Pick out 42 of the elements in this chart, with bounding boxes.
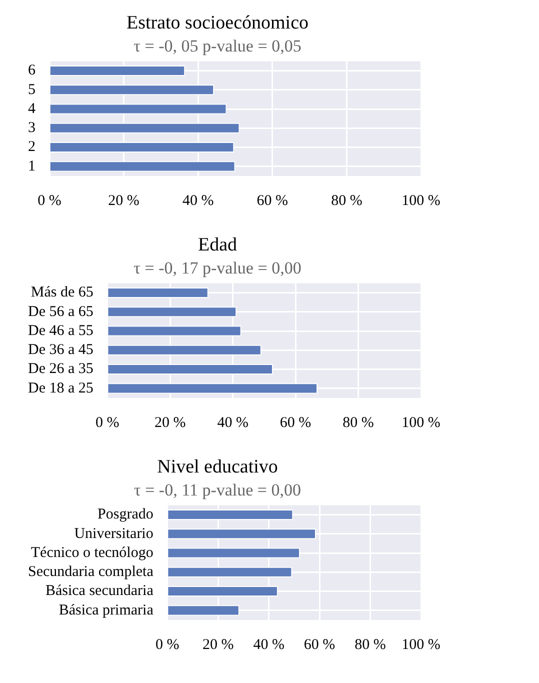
x-tick-label: 100 %	[402, 414, 440, 431]
x-tick-label: 20 %	[154, 414, 186, 431]
chart-subtitle: τ = -0, 17 p-value = 0,00	[134, 258, 302, 278]
chart-title: Edad	[198, 234, 238, 256]
x-tick-label: 60 %	[304, 636, 336, 653]
x-tick-label: 40 %	[217, 414, 248, 431]
y-tick-label: 2	[28, 139, 36, 156]
x-tick-label: 100 %	[402, 636, 440, 653]
y-tick-label: Más de 65	[30, 284, 94, 301]
x-tick-label: 100 %	[402, 192, 440, 209]
y-tick-label: Posgrado	[98, 506, 154, 523]
x-tick-label: 20 %	[202, 636, 234, 653]
x-tick-label: 60 %	[280, 414, 312, 431]
x-tick-label: 80 %	[354, 636, 386, 653]
y-tick-label: 6	[28, 62, 36, 79]
x-tick-label: 80 %	[342, 414, 374, 431]
y-tick-label: De 46 a 55	[28, 322, 94, 339]
y-tick-label: 5	[28, 82, 36, 98]
y-tick-label: De 26 a 35	[28, 361, 94, 378]
x-tick-label: 0 %	[38, 192, 62, 209]
x-tick-label: 40 %	[253, 636, 284, 653]
chart-subtitle: τ = -0, 11 p-value = 0,00	[134, 480, 302, 500]
x-tick-label: 0 %	[96, 414, 120, 431]
y-tick-label: De 56 a 65	[28, 304, 94, 320]
x-tick-label: 20 %	[108, 192, 140, 209]
y-tick-label: Básica secundaria	[45, 583, 154, 600]
x-tick-label: 80 %	[331, 192, 362, 209]
y-tick-label: Secundaria completa	[28, 564, 154, 580]
y-tick-label: 4	[28, 100, 36, 117]
y-tick-label: 1	[28, 158, 36, 174]
chart-title: Nivel educativo	[157, 456, 278, 478]
y-tick-label: Técnico o tecnólogo	[30, 544, 154, 561]
y-tick-label: 3	[28, 120, 36, 136]
x-tick-label: 60 %	[256, 192, 288, 209]
chart-title: Estrato socioecónomico	[126, 12, 309, 34]
y-tick-label: De 36 a 45	[28, 342, 94, 358]
x-tick-label: 40 %	[182, 192, 214, 209]
chart-subtitle: τ = -0, 05 p-value = 0,05	[134, 36, 302, 56]
x-tick-label: 0 %	[155, 636, 180, 653]
y-tick-label: De 18 a 25	[28, 380, 94, 396]
y-tick-label: Universitario	[74, 526, 154, 542]
y-tick-label: Básica primaria	[58, 602, 154, 618]
